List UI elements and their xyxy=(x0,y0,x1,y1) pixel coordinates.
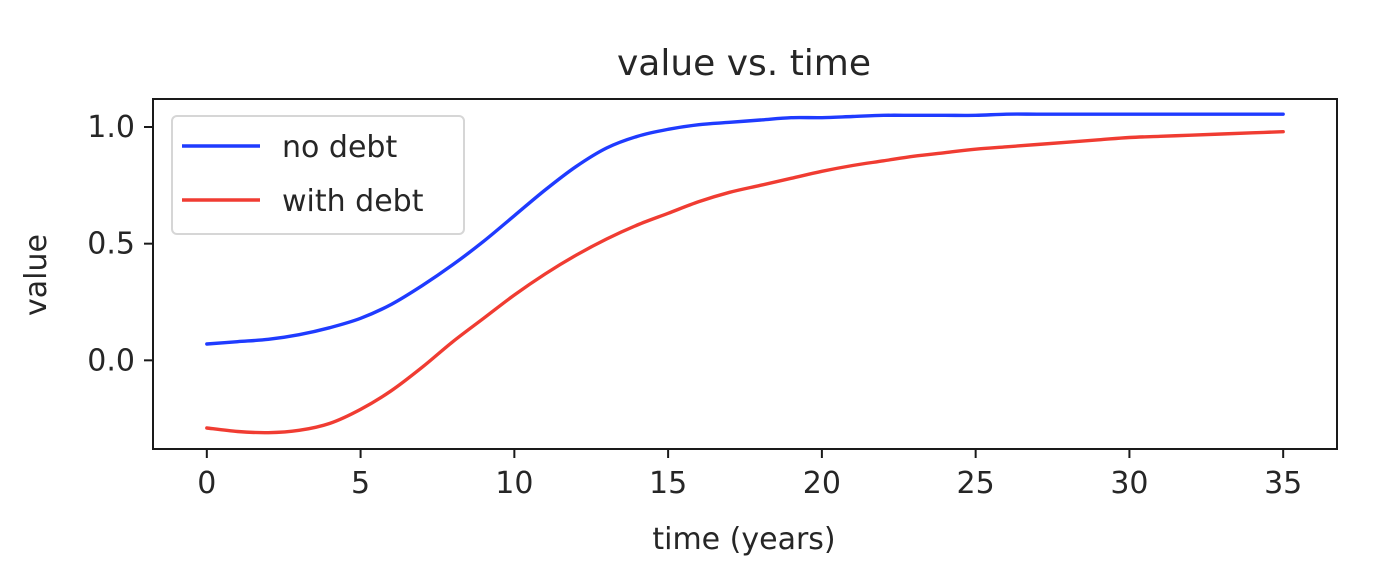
legend-label: with debt xyxy=(282,184,424,219)
x-tick-label: 30 xyxy=(1110,466,1148,501)
x-tick-label: 0 xyxy=(197,466,216,501)
x-tick-label: 10 xyxy=(495,466,533,501)
y-axis-ticks: 0.0 0.5 1.0 xyxy=(87,110,153,378)
x-tick-label: 5 xyxy=(351,466,370,501)
chart-title: value vs. time xyxy=(617,43,871,84)
y-tick-label: 0.0 xyxy=(87,343,135,378)
x-tick-label: 15 xyxy=(649,466,687,501)
y-axis-label: value xyxy=(19,234,54,316)
y-tick-label: 1.0 xyxy=(87,110,135,145)
x-tick-label: 35 xyxy=(1264,466,1302,501)
x-tick-label: 25 xyxy=(957,466,995,501)
series-lines xyxy=(205,112,1285,435)
x-axis-ticks: 0 5 10 15 20 25 30 35 xyxy=(197,449,1302,501)
x-axis-label: time (years) xyxy=(652,522,835,557)
legend-label: no debt xyxy=(282,130,397,165)
legend: no debt with debt xyxy=(171,115,465,235)
y-tick-label: 0.5 xyxy=(87,227,135,262)
x-tick-label: 20 xyxy=(803,466,841,501)
series-line-with-debt xyxy=(205,129,1285,435)
series-line-no-debt xyxy=(205,112,1285,346)
